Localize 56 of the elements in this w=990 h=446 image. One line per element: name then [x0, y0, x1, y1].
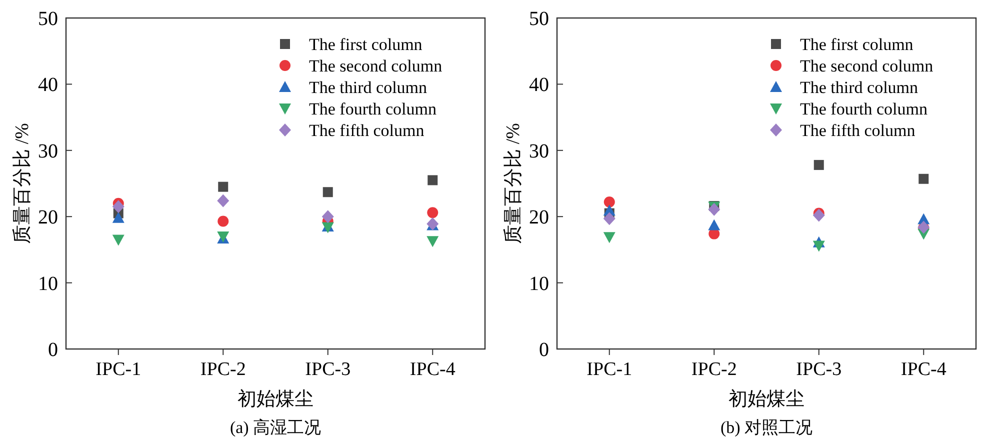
- y-tick-label: 20: [38, 206, 58, 229]
- point: [322, 210, 334, 224]
- y-tick-label: 30: [38, 140, 58, 162]
- legend-label: The second column: [800, 56, 934, 76]
- x-tick-label: IPC-2: [200, 359, 246, 380]
- text: (a) 高湿工况: [230, 418, 322, 437]
- y-tick-label: 50: [38, 8, 58, 30]
- point: [708, 219, 720, 230]
- legend-label: The first column: [309, 34, 423, 54]
- point: [217, 194, 230, 208]
- x-axis-title: 初始煤尘: [238, 388, 314, 410]
- legend-label: The first column: [800, 34, 914, 54]
- y-axis-title: 质量百分比 /%: [503, 122, 524, 244]
- x-axis-title: 初始煤尘: [728, 388, 804, 410]
- point: [426, 236, 439, 248]
- point: [603, 212, 616, 226]
- x-tick-label: IPC-1: [96, 359, 142, 380]
- point: [428, 175, 438, 186]
- point: [708, 202, 720, 216]
- y-tick-label: 10: [529, 272, 549, 295]
- x-tick-label: IPC-4: [900, 359, 947, 380]
- y-tick-label: 40: [529, 74, 549, 96]
- text: (b) 对照工况: [720, 418, 813, 437]
- y-tick-label: 10: [38, 272, 58, 295]
- point: [112, 212, 124, 223]
- x-tick-label: IPC-3: [796, 359, 842, 380]
- point: [812, 240, 825, 252]
- point: [112, 200, 124, 214]
- x-tick-label: IPC-2: [691, 359, 737, 380]
- y-tick-label: 50: [529, 8, 549, 30]
- x-tick-label: IPC-1: [586, 359, 632, 380]
- y-tick-label: 30: [529, 140, 549, 162]
- x-tick-label: IPC-4: [410, 359, 456, 380]
- x-tick-label: IPC-3: [305, 359, 351, 380]
- legend-label: The fourth column: [309, 99, 437, 118]
- y-tick-label: 40: [38, 74, 58, 96]
- legend-label: The third column: [309, 78, 428, 97]
- y-tick-label: 0: [539, 339, 549, 361]
- point: [218, 216, 229, 227]
- y-tick-label: 20: [529, 206, 549, 229]
- point: [603, 232, 616, 244]
- legend-label: The fifth column: [800, 120, 916, 140]
- point: [112, 234, 124, 246]
- point: [814, 160, 824, 170]
- point: [322, 187, 333, 198]
- point: [218, 182, 228, 192]
- point: [918, 174, 929, 184]
- point: [812, 208, 825, 222]
- y-tick-label: 0: [48, 339, 58, 361]
- point: [427, 207, 438, 218]
- legend-label: The fifth column: [309, 120, 425, 140]
- legend-label: The second column: [309, 56, 443, 76]
- legend-label: The third column: [800, 78, 919, 97]
- y-axis-title: 质量百分比 /%: [12, 122, 33, 244]
- point: [604, 196, 615, 208]
- legend-label: The fourth column: [800, 99, 928, 118]
